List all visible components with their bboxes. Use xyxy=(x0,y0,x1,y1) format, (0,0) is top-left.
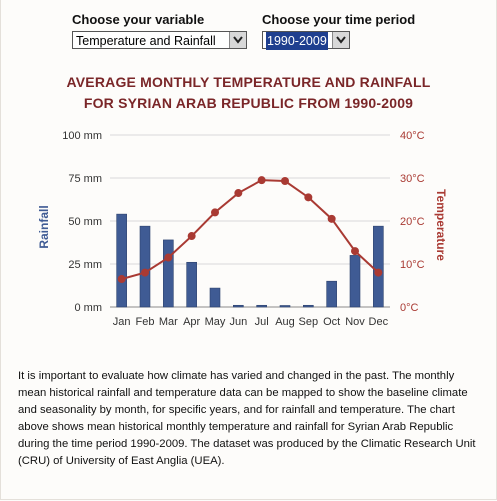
temperature-point xyxy=(257,176,266,185)
y-tick-label-right: 30°C xyxy=(400,173,425,185)
x-tick-label: Dec xyxy=(369,316,389,328)
y-tick-label-left: 0 mm xyxy=(75,302,103,314)
temperature-point xyxy=(304,193,313,202)
temperature-point xyxy=(234,189,243,198)
rainfall-bar xyxy=(209,287,221,308)
y-tick-label-right: 10°C xyxy=(400,259,425,271)
chart-title-line2: FOR SYRIAN ARAB REPUBLIC FROM 1990-2009 xyxy=(83,95,414,111)
y-tick-label-left: 25 mm xyxy=(68,259,102,271)
variable-select-value: Temperature and Rainfall xyxy=(76,34,216,48)
chevron-down-icon[interactable] xyxy=(332,32,349,48)
chevron-down-icon[interactable] xyxy=(229,32,246,48)
x-tick-label: Mar xyxy=(159,316,178,328)
x-tick-label: Aug xyxy=(275,316,295,328)
rainfall-bar xyxy=(139,225,151,308)
y-axis-title-right: Temperature xyxy=(434,189,448,261)
rainfall-bar xyxy=(116,213,127,308)
temperature-point xyxy=(141,268,149,277)
x-tick-label: Nov xyxy=(345,316,365,328)
variable-select[interactable]: Temperature and Rainfall xyxy=(72,31,247,49)
rainfall-bar xyxy=(349,255,361,308)
x-tick-label: Sep xyxy=(299,316,319,328)
rainfall-bar xyxy=(279,305,291,308)
temperature-point xyxy=(211,208,219,217)
rainfall-bar xyxy=(233,304,244,308)
x-tick-label: Apr xyxy=(183,316,200,328)
x-tick-label: Jun xyxy=(229,316,247,328)
y-tick-label-right: 20°C xyxy=(400,216,425,228)
period-select[interactable]: 1990-2009 xyxy=(262,31,350,50)
rainfall-bar xyxy=(303,304,314,308)
variable-label: Choose your variable xyxy=(72,12,205,27)
x-tick-label: Jan xyxy=(113,316,131,328)
y-tick-label-left: 50 mm xyxy=(68,216,102,228)
rainfall-bar xyxy=(256,304,267,308)
x-tick-label: Feb xyxy=(136,316,155,328)
period-select-value: 1990-2009 xyxy=(266,32,328,50)
rainfall-bar xyxy=(163,239,174,308)
climate-chart: 0 mm 0°C 25 mm 10°C 50 mm 20°C 75 mm 30°C 100 mm… xyxy=(37,130,448,328)
temperature-line xyxy=(121,179,380,281)
x-tick-label: Jul xyxy=(255,316,269,328)
rainfall-bar xyxy=(186,261,197,308)
temperature-point xyxy=(117,275,126,284)
temperature-point xyxy=(327,214,336,223)
rainfall-bar xyxy=(373,225,384,308)
temperature-point xyxy=(351,247,359,256)
y-tick-label-right: 0°C xyxy=(400,302,419,314)
y-tick-label-right: 40°C xyxy=(400,130,425,142)
chart-title-line1: AVERAGE MONTHLY TEMPERATURE AND RAINFALL xyxy=(66,74,431,90)
description-text: It is important to evaluate how climate … xyxy=(18,370,476,467)
x-tick-label: May xyxy=(205,316,226,328)
x-tick-label: Oct xyxy=(323,316,340,328)
temperature-point xyxy=(281,177,289,186)
temperature-point xyxy=(374,268,383,277)
temperature-point xyxy=(187,232,196,241)
temperature-point xyxy=(164,253,173,262)
y-axis-title-left: Rainfall xyxy=(37,205,51,248)
period-label: Choose your time period xyxy=(262,12,416,27)
rainfall-bar xyxy=(326,280,337,308)
y-tick-label-left: 75 mm xyxy=(68,173,102,185)
y-tick-label-left: 100 mm xyxy=(62,130,102,142)
